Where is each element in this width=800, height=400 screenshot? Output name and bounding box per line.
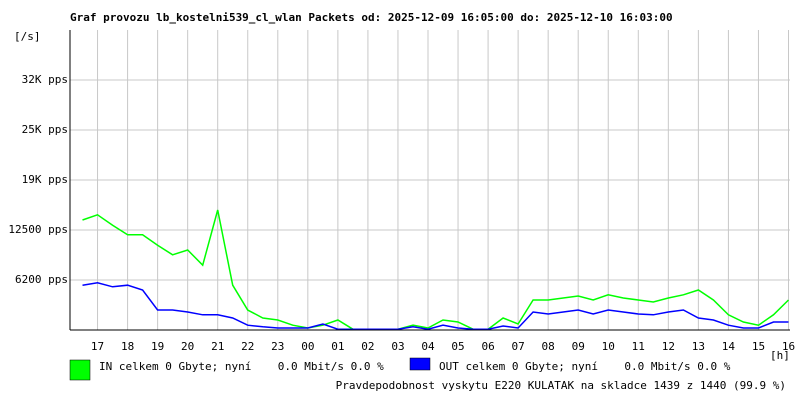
legend-label: IN celkem 0 Gbyte; nyní 0.0 Mbit/s 0.0 % <box>99 360 384 373</box>
x-tick-label: 12 <box>662 340 675 353</box>
y-axis-label: [/s] <box>14 30 41 43</box>
x-tick-label: 10 <box>602 340 615 353</box>
x-tick-label: 04 <box>421 340 435 353</box>
legend-swatch <box>69 359 91 381</box>
x-tick-label: 19 <box>151 340 164 353</box>
x-tick-label: 07 <box>511 340 524 353</box>
x-tick-label: 14 <box>722 340 736 353</box>
x-tick-label: 20 <box>181 340 194 353</box>
y-tick-label: 32K pps <box>22 73 68 86</box>
y-tick-label: 25K pps <box>22 123 68 136</box>
x-tick-label: 01 <box>331 340 344 353</box>
legend-swatch <box>409 357 431 371</box>
x-tick-label: 02 <box>361 340 374 353</box>
x-tick-label: 16 <box>782 340 795 353</box>
x-axis-label: [h] <box>770 349 790 362</box>
x-tick-label: 08 <box>542 340 555 353</box>
x-tick-label: 03 <box>391 340 404 353</box>
x-tick-label: 05 <box>451 340 464 353</box>
x-tick-label: 17 <box>91 340 104 353</box>
x-tick-label: 09 <box>572 340 585 353</box>
x-tick-label: 23 <box>271 340 284 353</box>
chart-title: Graf provozu lb_kostelni539_cl_wlan Pack… <box>70 11 673 24</box>
x-tick-label: 21 <box>211 340 224 353</box>
y-tick-label: 19K pps <box>22 173 68 186</box>
x-tick-label: 22 <box>241 340 254 353</box>
y-tick-label: 12500 pps <box>8 223 68 236</box>
x-tick-label: 15 <box>752 340 765 353</box>
x-tick-label: 06 <box>481 340 494 353</box>
series-line <box>82 209 790 330</box>
series-line <box>82 282 789 330</box>
y-tick-label: 6200 pps <box>15 273 68 286</box>
x-tick-label: 11 <box>632 340 645 353</box>
x-tick-label: 00 <box>301 340 314 353</box>
legend-label: OUT celkem 0 Gbyte; nyní 0.0 Mbit/s 0.0 … <box>439 360 731 373</box>
note: Pravdepodobnost vyskytu E220 KULATAK na … <box>336 379 786 392</box>
x-tick-label: 13 <box>692 340 705 353</box>
x-tick-label: 18 <box>121 340 134 353</box>
